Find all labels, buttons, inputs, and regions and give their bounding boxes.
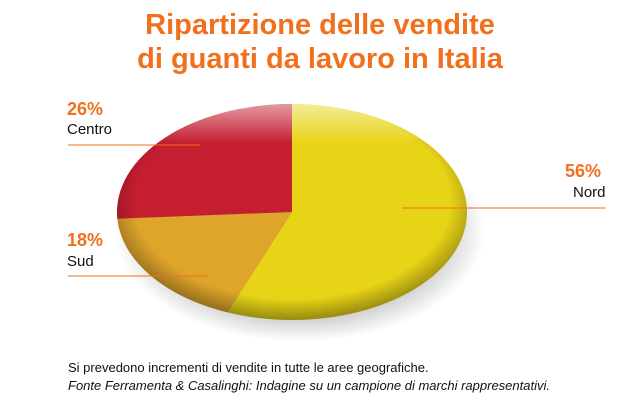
footer-source: Fonte Ferramenta & Casalinghi: Indagine …: [68, 378, 550, 393]
category-label-sud: Sud: [67, 253, 94, 270]
chart-title: Ripartizione delle vendite di guanti da …: [0, 8, 640, 76]
value-label-centro: 26%: [67, 99, 104, 119]
title-line-1: Ripartizione delle vendite: [145, 9, 495, 41]
category-label-centro: Centro: [67, 121, 113, 138]
pie-highlight: [117, 104, 467, 320]
category-label-nord: Nord: [573, 184, 606, 201]
footer-note: Si prevedono incrementi di vendite in tu…: [68, 360, 429, 375]
value-label-nord: 56%: [565, 161, 602, 181]
value-label-sud: 18%: [67, 230, 104, 250]
title-line-2: di guanti da lavoro in Italia: [137, 43, 503, 75]
